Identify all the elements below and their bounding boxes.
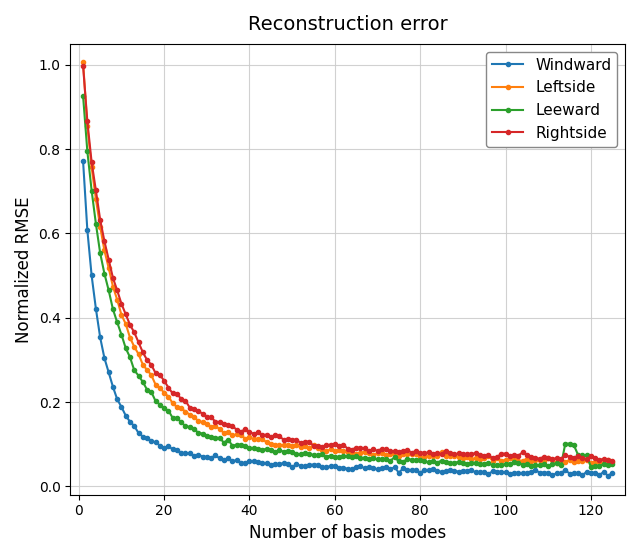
Rightside xyxy=(79,62,87,69)
Rightside xyxy=(203,413,211,420)
Line: Windward: Windward xyxy=(81,159,614,478)
Leeward xyxy=(609,460,616,467)
Leftside xyxy=(579,457,586,464)
Windward xyxy=(523,470,531,476)
Leeward xyxy=(536,462,543,468)
Line: Leftside: Leftside xyxy=(81,60,614,465)
Leeward xyxy=(523,461,531,468)
Leftside xyxy=(203,421,211,427)
Leftside xyxy=(609,458,616,465)
Leeward xyxy=(574,452,582,458)
Leeward xyxy=(587,463,595,470)
Title: Reconstruction error: Reconstruction error xyxy=(248,15,447,34)
Leftside xyxy=(408,451,415,457)
Leeward xyxy=(203,433,211,439)
Windward xyxy=(536,469,543,476)
Leftside xyxy=(79,59,87,66)
Windward xyxy=(216,455,223,462)
Leftside xyxy=(216,426,223,433)
Leeward xyxy=(216,434,223,441)
Leftside xyxy=(523,456,531,462)
Windward xyxy=(609,470,616,477)
Rightside xyxy=(523,452,531,458)
Leftside xyxy=(553,460,561,467)
Leeward xyxy=(79,92,87,99)
Windward xyxy=(574,470,582,477)
Line: Rightside: Rightside xyxy=(81,64,614,463)
Leeward xyxy=(408,456,415,463)
Windward xyxy=(408,467,415,473)
Line: Leeward: Leeward xyxy=(81,94,614,469)
Legend: Windward, Leftside, Leeward, Rightside: Windward, Leftside, Leeward, Rightside xyxy=(486,52,618,146)
Rightside xyxy=(574,453,582,460)
Rightside xyxy=(536,456,543,462)
Windward xyxy=(604,472,612,479)
Windward xyxy=(79,158,87,164)
Y-axis label: Normalized RMSE: Normalized RMSE xyxy=(15,196,33,343)
Rightside xyxy=(609,457,616,464)
Rightside xyxy=(216,419,223,426)
Rightside xyxy=(408,449,415,456)
Leftside xyxy=(536,457,543,463)
X-axis label: Number of basis modes: Number of basis modes xyxy=(249,524,446,542)
Windward xyxy=(203,453,211,460)
